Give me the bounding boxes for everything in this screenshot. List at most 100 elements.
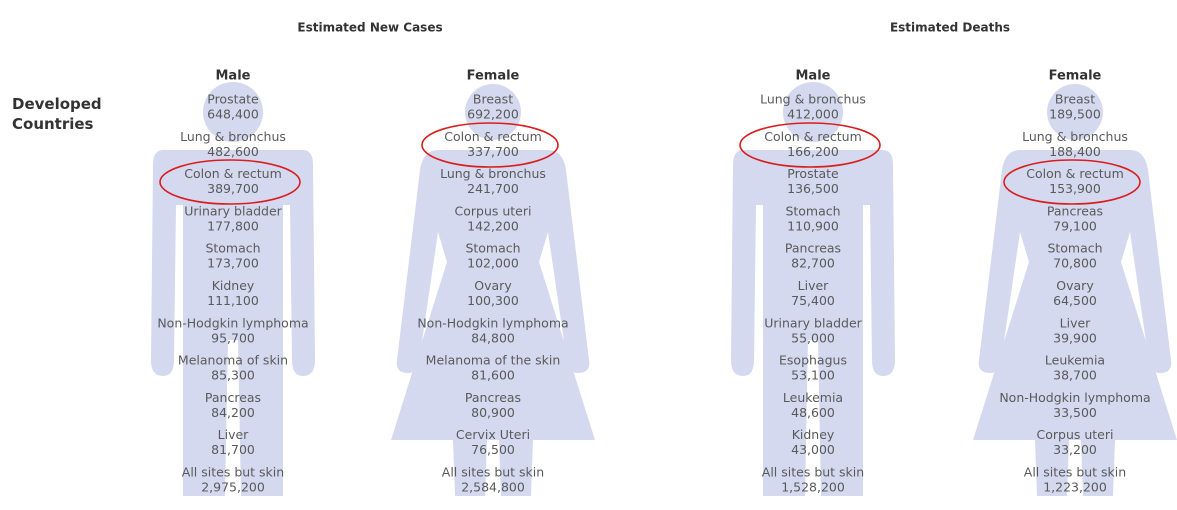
item-value: 142,200	[467, 218, 519, 233]
item-label: Stomach	[1047, 241, 1102, 256]
item-value: 136,500	[787, 181, 839, 196]
item-label: All sites but skin	[762, 465, 864, 480]
highlight-ring	[421, 122, 559, 168]
item-label: Lung & bronchus	[180, 129, 286, 144]
item-value: 48,600	[791, 405, 835, 420]
item-label: Pancreas	[465, 390, 521, 405]
item-label: Lung & bronchus	[760, 92, 866, 107]
group-title: Male	[216, 69, 251, 84]
item-label: Colon & rectum	[764, 129, 862, 144]
item-label: Liver	[1060, 315, 1092, 330]
item-label: Pancreas	[205, 390, 261, 405]
item-value: 173,700	[207, 256, 259, 271]
item-value: 166,200	[787, 144, 839, 159]
item-label: Lung & bronchus	[1022, 129, 1128, 144]
item-label: Corpus uteri	[1037, 427, 1114, 442]
item-label: Urinary bladder	[184, 203, 282, 218]
item-value: 389,700	[207, 181, 259, 196]
item-value: 337,700	[467, 144, 519, 159]
item-label: Breast	[473, 92, 513, 107]
labels: Estimated New CasesMaleProstate648,400Lu…	[157, 21, 1150, 495]
item-value: 33,200	[1053, 442, 1097, 457]
item-value: 76,500	[471, 442, 515, 457]
item-value: 39,900	[1053, 330, 1097, 345]
item-value: 241,700	[467, 181, 519, 196]
item-label: Prostate	[787, 166, 839, 181]
item-value: 102,000	[467, 256, 519, 271]
item-label: All sites but skin	[1024, 465, 1126, 480]
item-label: Colon & rectum	[444, 129, 542, 144]
group-title: Female	[467, 69, 520, 84]
item-value: 1,223,200	[1043, 480, 1107, 495]
item-label: Ovary	[1056, 278, 1094, 293]
item-label: Pancreas	[1047, 203, 1103, 218]
item-value: 188,400	[1049, 144, 1101, 159]
item-value: 100,300	[467, 293, 519, 308]
item-value: 2,975,200	[201, 480, 265, 495]
item-label: Ovary	[474, 278, 512, 293]
item-value: 84,800	[471, 330, 515, 345]
item-label: Esophagus	[779, 353, 847, 368]
item-label: All sites but skin	[182, 465, 284, 480]
item-value: 189,500	[1049, 107, 1101, 122]
item-value: 79,100	[1053, 218, 1097, 233]
item-value: 482,600	[207, 144, 259, 159]
item-label: All sites but skin	[442, 465, 544, 480]
item-label: Cervix Uteri	[456, 427, 530, 442]
item-value: 1,528,200	[781, 480, 845, 495]
item-value: 33,500	[1053, 405, 1097, 420]
item-value: 111,100	[207, 293, 259, 308]
item-label: Prostate	[207, 92, 259, 107]
group-title: Male	[796, 69, 831, 84]
item-label: Leukemia	[1045, 353, 1105, 368]
item-label: Kidney	[792, 427, 835, 442]
silhouettes	[151, 82, 1177, 496]
item-value: 55,000	[791, 330, 835, 345]
item-label: Non-Hodgkin lymphoma	[157, 315, 308, 330]
row-label: Developed Countries	[12, 95, 102, 133]
item-label: Stomach	[205, 241, 260, 256]
item-value: 2,584,800	[461, 480, 525, 495]
item-label: Liver	[798, 278, 830, 293]
item-value: 43,000	[791, 442, 835, 457]
highlight-ring	[159, 159, 301, 205]
item-label: Corpus uteri	[455, 203, 532, 218]
item-value: 82,700	[791, 256, 835, 271]
item-value: 80,900	[471, 405, 515, 420]
section-heading: Estimated New Cases	[297, 21, 442, 35]
item-value: 81,600	[471, 368, 515, 383]
item-value: 53,100	[791, 368, 835, 383]
item-label: Breast	[1055, 92, 1095, 107]
item-value: 110,900	[787, 218, 839, 233]
section-heading: Estimated Deaths	[890, 21, 1010, 35]
item-value: 412,000	[787, 107, 839, 122]
highlight-ring	[1003, 159, 1141, 205]
highlights	[159, 122, 1141, 205]
item-value: 64,500	[1053, 293, 1097, 308]
item-value: 153,900	[1049, 181, 1101, 196]
item-label: Colon & rectum	[1026, 166, 1124, 181]
item-label: Non-Hodgkin lymphoma	[999, 390, 1150, 405]
item-label: Non-Hodgkin lymphoma	[417, 315, 568, 330]
item-value: 38,700	[1053, 368, 1097, 383]
item-value: 692,200	[467, 107, 519, 122]
item-label: Stomach	[785, 203, 840, 218]
item-label: Melanoma of the skin	[426, 353, 561, 368]
item-label: Liver	[218, 427, 250, 442]
item-label: Colon & rectum	[184, 166, 282, 181]
item-label: Pancreas	[785, 241, 841, 256]
item-value: 70,800	[1053, 256, 1097, 271]
item-value: 85,300	[211, 368, 255, 383]
item-value: 84,200	[211, 405, 255, 420]
item-label: Urinary bladder	[764, 315, 862, 330]
item-value: 81,700	[211, 442, 255, 457]
item-label: Kidney	[212, 278, 255, 293]
item-value: 177,800	[207, 218, 259, 233]
highlight-ring	[739, 122, 881, 168]
item-value: 95,700	[211, 330, 255, 345]
item-value: 648,400	[207, 107, 259, 122]
item-label: Lung & bronchus	[440, 166, 546, 181]
item-value: 75,400	[791, 293, 835, 308]
